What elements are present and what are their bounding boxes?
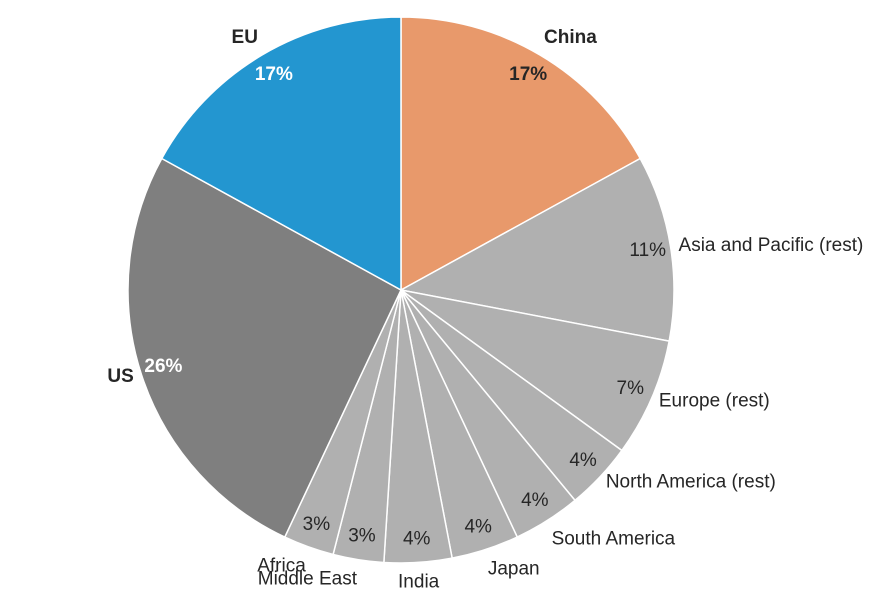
category-label: China <box>544 27 597 48</box>
value-label: 4% <box>464 517 492 538</box>
value-label: 7% <box>617 378 645 399</box>
category-label: Asia and Pacific (rest) <box>679 235 864 256</box>
category-label: US <box>107 366 133 387</box>
category-label: Middle East <box>258 569 358 590</box>
value-label: 3% <box>303 514 331 535</box>
pie-slice <box>400 16 642 292</box>
category-label: North America (rest) <box>606 471 776 492</box>
value-label: 4% <box>403 528 431 549</box>
value-label: 26% <box>144 356 182 377</box>
value-label: 17% <box>255 64 293 85</box>
pie-slice <box>160 16 402 292</box>
value-label: 4% <box>521 490 549 511</box>
category-label: Europe (rest) <box>659 391 770 412</box>
value-label: 11% <box>629 240 666 261</box>
category-label: EU <box>232 27 258 48</box>
category-label: Japan <box>488 558 540 579</box>
category-label: India <box>398 571 440 592</box>
pie-slice <box>400 289 671 452</box>
category-label: South America <box>552 528 676 549</box>
value-label: 4% <box>569 450 597 471</box>
value-label: 3% <box>348 526 376 547</box>
value-label: 17% <box>509 64 547 85</box>
category-label: Africa <box>257 555 306 576</box>
pie-slice <box>398 157 675 343</box>
